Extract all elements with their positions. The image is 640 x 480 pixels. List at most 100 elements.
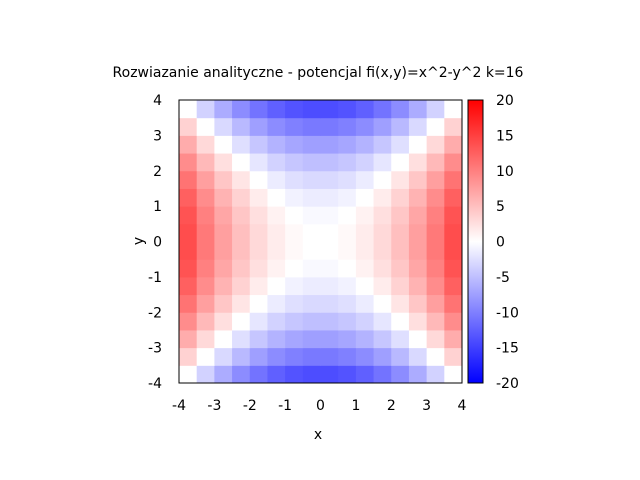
heatmap-cell xyxy=(196,170,215,189)
heatmap-cell xyxy=(391,223,410,242)
heatmap-cell xyxy=(320,294,339,313)
heatmap-cell xyxy=(249,153,268,172)
heatmap-cell xyxy=(267,100,286,119)
heatmap-cell xyxy=(426,276,445,296)
heatmap-cell xyxy=(408,188,428,207)
heatmap-cell xyxy=(179,153,198,172)
heatmap-cell xyxy=(196,100,215,119)
heatmap-cell xyxy=(267,365,286,384)
x-tick-label: -3 xyxy=(207,398,221,414)
heatmap-cell xyxy=(355,135,375,154)
heatmap-cell xyxy=(196,365,215,384)
y-tick-label: 0 xyxy=(153,235,162,251)
heatmap-cell xyxy=(214,259,233,278)
heatmap-cell xyxy=(408,347,428,366)
heatmap-cell xyxy=(196,135,215,154)
heatmap-cell xyxy=(338,153,357,172)
heatmap-cell xyxy=(285,223,304,242)
heatmap-cell xyxy=(249,241,268,260)
heatmap-cell xyxy=(267,170,286,189)
heatmap-cell xyxy=(408,153,428,172)
heatmap-cell xyxy=(249,294,268,313)
heatmap-cell xyxy=(320,153,339,172)
heatmap-cell xyxy=(179,365,198,384)
heatmap-cell xyxy=(285,100,304,119)
colorbar-tick-label: -10 xyxy=(496,305,519,321)
heatmap-cell xyxy=(373,276,392,296)
heatmap-cell xyxy=(426,329,445,349)
heatmap-cell xyxy=(391,206,410,225)
heatmap-cell xyxy=(338,329,357,349)
heatmap-cell xyxy=(214,135,233,154)
heatmap-cell xyxy=(408,259,428,278)
plot-frame xyxy=(178,99,463,384)
heatmap-cell xyxy=(214,294,233,313)
heatmap-cell xyxy=(320,188,339,207)
colorbar-tick-label: -5 xyxy=(496,270,510,286)
heatmap-cell xyxy=(232,276,251,296)
heatmap-cell xyxy=(373,135,392,154)
heatmap-cell xyxy=(320,117,339,136)
heatmap-cell xyxy=(444,153,463,172)
heatmap-cell xyxy=(302,294,321,313)
heatmap-cell xyxy=(285,206,304,225)
heatmap-cell xyxy=(355,294,375,313)
heatmap-cell xyxy=(426,347,445,366)
heatmap-cell xyxy=(285,347,304,366)
heatmap-cell xyxy=(232,117,251,136)
x-tick-label: 0 xyxy=(316,398,325,414)
heatmap-cell xyxy=(338,259,357,278)
heatmap-cell xyxy=(408,241,428,260)
heatmap-cell xyxy=(373,170,392,189)
heatmap-cell xyxy=(179,276,198,296)
y-tick-label: 2 xyxy=(153,164,162,180)
heatmap-cell xyxy=(444,329,463,349)
heatmap-cell xyxy=(373,294,392,313)
heatmap-cell xyxy=(355,117,375,136)
heatmap-cell xyxy=(196,347,215,366)
heatmap-cell xyxy=(320,276,339,296)
heatmap-cell xyxy=(391,259,410,278)
heatmap-cell xyxy=(196,153,215,172)
heatmap-cell xyxy=(232,100,251,119)
heatmap-cell xyxy=(373,259,392,278)
x-tick-label: -4 xyxy=(172,398,186,414)
heatmap-cell xyxy=(232,347,251,366)
heatmap-cell xyxy=(355,329,375,349)
heatmap-cell xyxy=(373,188,392,207)
heatmap-cell xyxy=(426,294,445,313)
heatmap-cell xyxy=(196,259,215,278)
heatmap-cell xyxy=(179,241,198,260)
heatmap-cell xyxy=(267,153,286,172)
heatmap-cell xyxy=(373,223,392,242)
heatmap-cell xyxy=(391,347,410,366)
heatmap-cell xyxy=(320,365,339,384)
heatmap-cell xyxy=(285,188,304,207)
heatmap-cell xyxy=(285,170,304,189)
heatmap-cell xyxy=(391,241,410,260)
heatmap-cell xyxy=(391,100,410,119)
heatmap-cell xyxy=(302,223,321,242)
heatmap-cell xyxy=(267,223,286,242)
heatmap-cell xyxy=(232,206,251,225)
heatmap-cell xyxy=(196,206,215,225)
heatmap-cell xyxy=(444,223,463,242)
heatmap-cell xyxy=(391,294,410,313)
heatmap-cell xyxy=(232,223,251,242)
colorbar-tick-label: -15 xyxy=(496,341,519,357)
heatmap-cell xyxy=(373,312,392,331)
heatmap-cell xyxy=(373,241,392,260)
heatmap-cell xyxy=(373,347,392,366)
heatmap-cell xyxy=(444,276,463,296)
heatmap-cell xyxy=(355,347,375,366)
heatmap-cell xyxy=(267,188,286,207)
heatmap-cell xyxy=(249,170,268,189)
heatmap-cell xyxy=(196,117,215,136)
heatmap-cell xyxy=(426,188,445,207)
heatmap-cell xyxy=(214,170,233,189)
heatmap-cell xyxy=(408,223,428,242)
heatmap-cell xyxy=(444,135,463,154)
heatmap-cell xyxy=(391,276,410,296)
y-tick-label: -4 xyxy=(148,376,162,392)
heatmap-cell xyxy=(232,312,251,331)
